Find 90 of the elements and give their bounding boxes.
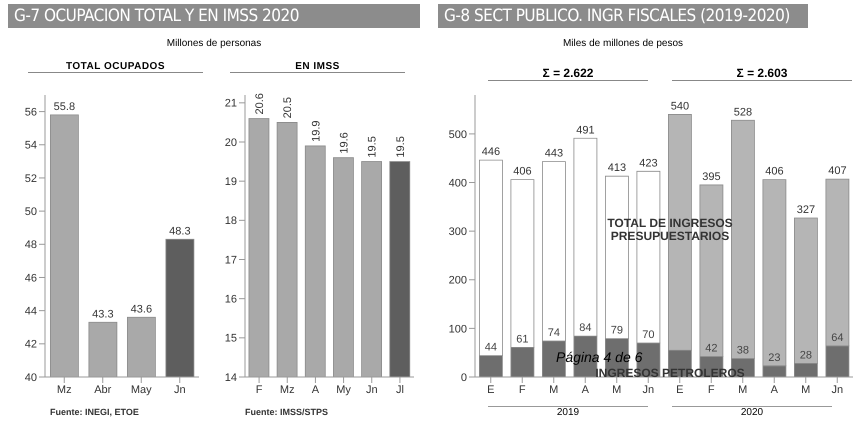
- x-tick-label: M: [738, 384, 748, 396]
- text: 2019: [488, 406, 648, 418]
- data-label: 79: [610, 324, 624, 337]
- total-label: 528: [734, 106, 752, 118]
- total-label: 406: [513, 166, 532, 178]
- chart-subtitle: Millones de personas: [166, 38, 262, 49]
- x-tick-label: E: [676, 384, 684, 396]
- data-label: 74: [548, 327, 560, 340]
- y-tick-label: 56: [24, 106, 37, 118]
- y-tick-label: 40: [24, 372, 37, 384]
- data-label: 19.5: [394, 136, 407, 158]
- y-tick-label: 54: [24, 140, 37, 152]
- x-tick-label: M: [549, 384, 558, 396]
- text: 2020: [672, 406, 832, 418]
- y-tick-label: 52: [24, 172, 37, 185]
- x-tick-label: Jn: [174, 384, 186, 396]
- data-label: 43.6: [130, 303, 152, 316]
- total-label: 443: [544, 148, 564, 160]
- x-tick-label: Mz: [280, 384, 295, 396]
- data-label: 44: [484, 342, 498, 354]
- y-tick-label: 18: [224, 215, 237, 228]
- x-tick-label: Abr: [94, 384, 112, 396]
- y-tick-label: 48: [24, 239, 37, 252]
- x-tick-label: Jl: [396, 384, 404, 396]
- text: Σ = 2.603: [672, 66, 852, 81]
- y-tick-label: 100: [448, 323, 467, 336]
- x-tick-label: May: [130, 384, 152, 396]
- x-tick-label: A: [312, 384, 320, 396]
- y-tick-label: 17: [224, 254, 237, 266]
- data-label: 19.5: [366, 136, 379, 158]
- data-label: 19.6: [338, 132, 350, 154]
- y-tick-label: 50: [24, 206, 37, 218]
- data-label: 19.9: [310, 120, 322, 142]
- x-tick-label: Jn: [831, 384, 844, 396]
- data-label: 61: [516, 333, 529, 346]
- x-tick-label: M: [612, 384, 622, 396]
- data-label: 55.8: [54, 100, 76, 113]
- x-tick-label: F: [518, 384, 526, 396]
- data-label: 38: [736, 344, 750, 357]
- y-tick-label: 19: [224, 176, 237, 188]
- x-tick-label: F: [256, 384, 263, 396]
- total-label: 395: [702, 170, 721, 183]
- total-label: 446: [482, 146, 500, 158]
- x-tick-label: Jn: [366, 384, 378, 396]
- y-tick-label: 14: [224, 372, 237, 384]
- y-tick-label: 42: [24, 338, 37, 351]
- y-tick-label: 500: [448, 128, 467, 141]
- data-label: 48.3: [169, 225, 191, 238]
- y-tick-label: 0: [460, 372, 467, 384]
- y-tick-label: 400: [448, 177, 467, 190]
- total-label: 540: [670, 100, 690, 112]
- data-label: 20.5: [282, 96, 294, 118]
- total-label: 406: [765, 166, 784, 178]
- data-label: 64: [831, 332, 844, 344]
- x-tick-label: F: [708, 384, 715, 396]
- text: Σ = 2.622: [488, 66, 648, 81]
- data-label: 28: [800, 349, 812, 362]
- source-note: Fuente: INEGI, ETOE: [50, 407, 139, 417]
- total-label: 407: [828, 165, 847, 178]
- data-label: 84: [579, 322, 592, 334]
- x-tick-label: A: [770, 384, 779, 396]
- x-tick-label: M: [801, 384, 810, 396]
- y-tick-label: 300: [448, 226, 467, 238]
- x-tick-label: A: [582, 384, 590, 396]
- total-label: 327: [796, 204, 816, 216]
- y-tick-label: 200: [448, 274, 467, 287]
- y-tick-label: 21: [224, 98, 237, 110]
- source-note: Fuente: IMSS/STPS: [245, 407, 328, 417]
- chart-subtitle: Miles de millones de pesos: [562, 38, 684, 49]
- total-label: 491: [576, 124, 595, 136]
- y-tick-label: 15: [224, 332, 237, 345]
- y-tick-label: 44: [24, 306, 37, 318]
- data-label: 70: [642, 328, 655, 341]
- chart-title: G-7 OCUPACION TOTAL Y EN IMSS 2020: [8, 4, 420, 28]
- x-tick-label: Mz: [56, 384, 72, 396]
- total-label: 413: [608, 162, 626, 174]
- data-label: 23: [768, 352, 781, 364]
- chart-title: EN IMSS: [230, 61, 405, 73]
- total-label: 423: [639, 157, 658, 170]
- data-label: 20.6: [254, 93, 266, 114]
- y-tick-label: 16: [224, 294, 237, 306]
- data-label: 42: [705, 342, 718, 355]
- text: TOTAL OCUPADOS: [28, 61, 203, 73]
- data-label: 43.3: [92, 308, 114, 320]
- x-tick-label: E: [487, 384, 494, 396]
- y-tick-label: 46: [24, 272, 37, 284]
- chart-title: G-8 SECT PUBLICO. INGR FISCALES (2019-2020): [438, 4, 808, 28]
- x-tick-label: My: [336, 384, 352, 396]
- x-tick-label: Jn: [642, 384, 654, 396]
- y-tick-label: 20: [224, 136, 237, 149]
